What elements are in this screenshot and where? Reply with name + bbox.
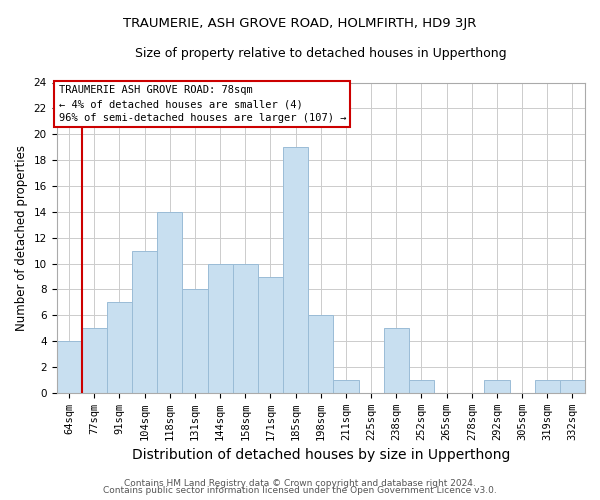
Bar <box>182 290 208 393</box>
Bar <box>107 302 132 393</box>
Bar <box>157 212 182 393</box>
Text: Contains HM Land Registry data © Crown copyright and database right 2024.: Contains HM Land Registry data © Crown c… <box>124 478 476 488</box>
Bar <box>82 328 107 393</box>
Bar <box>560 380 585 393</box>
Y-axis label: Number of detached properties: Number of detached properties <box>15 144 28 330</box>
Bar <box>409 380 434 393</box>
Bar <box>383 328 409 393</box>
Bar <box>308 316 334 393</box>
Title: Size of property relative to detached houses in Upperthong: Size of property relative to detached ho… <box>135 48 506 60</box>
X-axis label: Distribution of detached houses by size in Upperthong: Distribution of detached houses by size … <box>131 448 510 462</box>
Text: TRAUMERIE ASH GROVE ROAD: 78sqm
← 4% of detached houses are smaller (4)
96% of s: TRAUMERIE ASH GROVE ROAD: 78sqm ← 4% of … <box>59 85 346 123</box>
Bar <box>132 250 157 393</box>
Bar <box>258 276 283 393</box>
Bar <box>233 264 258 393</box>
Text: TRAUMERIE, ASH GROVE ROAD, HOLMFIRTH, HD9 3JR: TRAUMERIE, ASH GROVE ROAD, HOLMFIRTH, HD… <box>124 18 476 30</box>
Text: Contains public sector information licensed under the Open Government Licence v3: Contains public sector information licen… <box>103 486 497 495</box>
Bar <box>484 380 509 393</box>
Bar <box>208 264 233 393</box>
Bar <box>535 380 560 393</box>
Bar <box>283 147 308 393</box>
Bar <box>334 380 359 393</box>
Bar <box>56 341 82 393</box>
